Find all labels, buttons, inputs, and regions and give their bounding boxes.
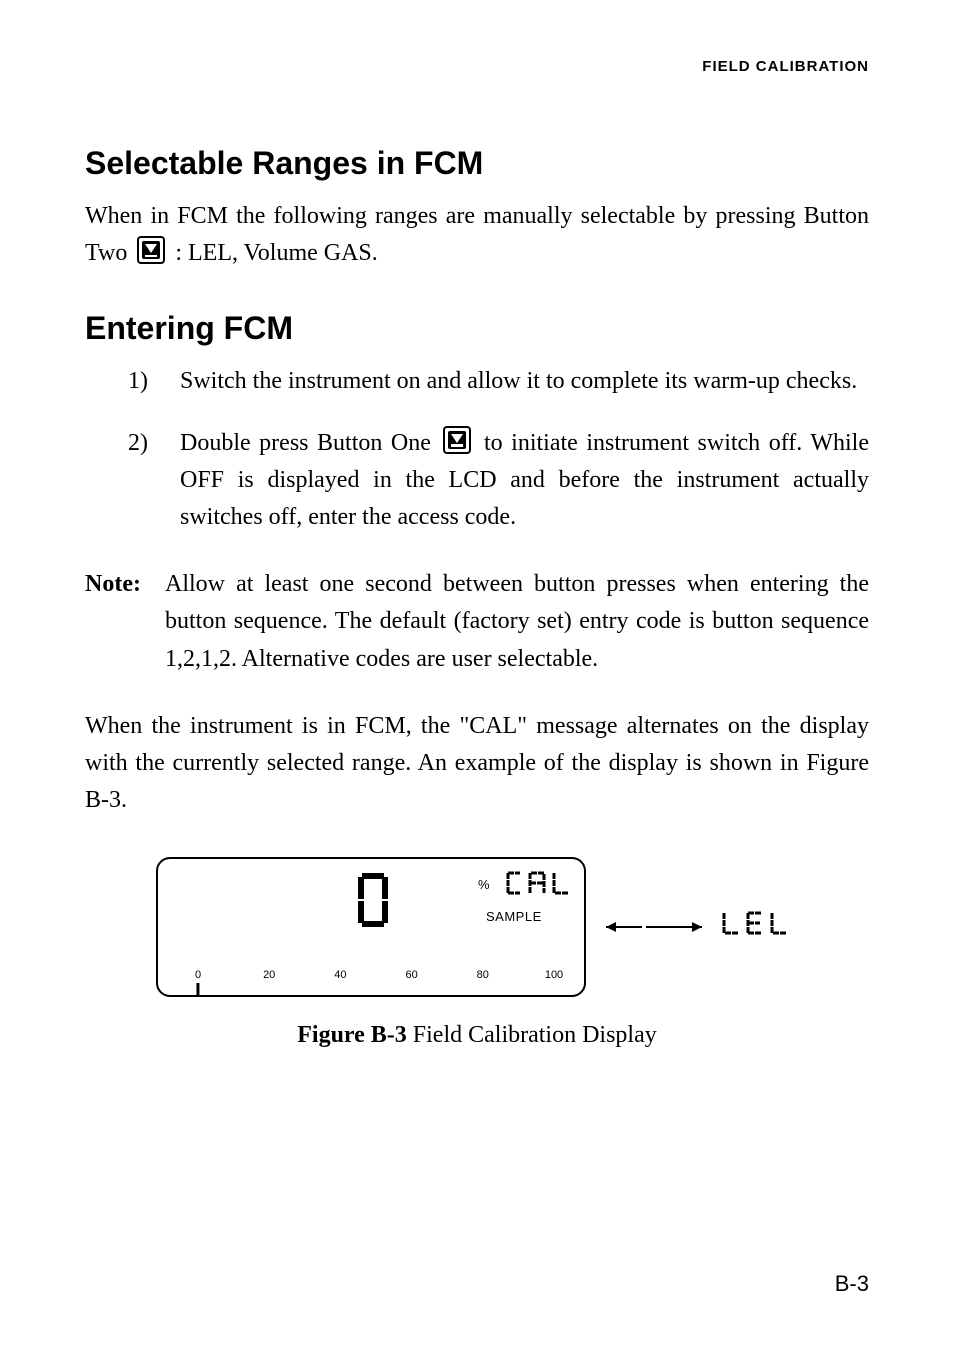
lcd-row: % SAMPLE 0 20 40 60 80 100	[156, 857, 798, 997]
note-text: Allow at least one second between button…	[165, 566, 869, 678]
list-item: 2) Double press Button One to initiate i…	[85, 425, 869, 537]
lel-text	[722, 911, 798, 944]
section-title-entering-fcm: Entering FCM	[85, 310, 869, 347]
tick-label: 80	[477, 969, 489, 981]
figure-b3: % SAMPLE 0 20 40 60 80 100	[85, 857, 869, 1002]
note-label: Note:	[85, 566, 165, 678]
figure-caption-bold: Figure B-3	[297, 1022, 407, 1048]
lcd-display: % SAMPLE 0 20 40 60 80 100	[156, 857, 586, 997]
steps-list: 1) Switch the instrument on and allow it…	[85, 363, 869, 536]
double-arrow-icon	[594, 912, 714, 942]
tick-label: 60	[405, 969, 417, 981]
cal-text	[506, 871, 576, 904]
step-body: Switch the instrument on and allow it to…	[180, 363, 869, 400]
step-body: Double press Button One to initiate inst…	[180, 425, 869, 537]
seven-segment-zero	[358, 873, 394, 927]
step2-text-pre: Double press Button One	[180, 430, 439, 456]
note-block: Note: Allow at least one second between …	[85, 566, 869, 678]
tick-label: 40	[334, 969, 346, 981]
closing-paragraph: When the instrument is in FCM, the "CAL"…	[85, 708, 869, 820]
sample-text: SAMPLE	[486, 909, 542, 924]
tick-label: 100	[545, 969, 563, 981]
button-two-icon	[137, 236, 165, 264]
step-number: 1)	[128, 363, 180, 400]
page-number: B-3	[835, 1271, 869, 1297]
tick-label: 20	[263, 969, 275, 981]
button-one-icon	[443, 426, 471, 454]
figure-caption: Figure B-3 Field Calibration Display	[85, 1022, 869, 1049]
scale-ticks: 0 20 40 60 80 100	[198, 949, 554, 981]
section1-paragraph: When in FCM the following ranges are man…	[85, 198, 869, 272]
section1-text-post: : LEL, Volume GAS.	[175, 240, 377, 266]
tick-label: 0	[195, 969, 201, 981]
percent-symbol: %	[478, 877, 490, 892]
section-title-selectable-ranges: Selectable Ranges in FCM	[85, 145, 869, 182]
list-item: 1) Switch the instrument on and allow it…	[85, 363, 869, 400]
step-number: 2)	[128, 425, 180, 537]
figure-caption-rest: Field Calibration Display	[407, 1022, 657, 1048]
page-header: FIELD CALIBRATION	[85, 58, 869, 75]
